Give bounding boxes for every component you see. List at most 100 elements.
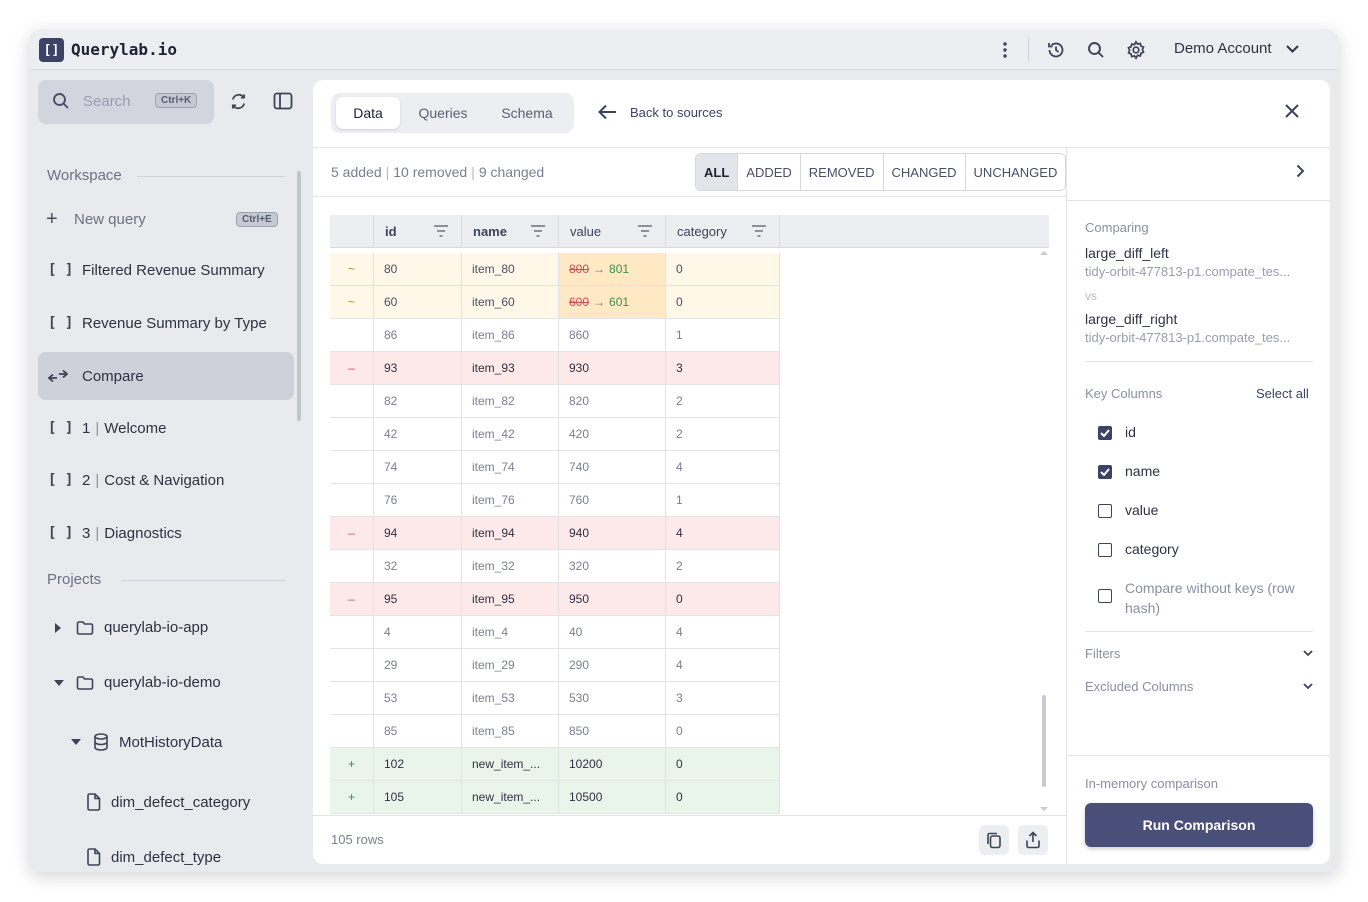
checkbox-unchecked[interactable] (1098, 543, 1112, 557)
key-column-name[interactable]: name (1098, 463, 1160, 479)
column-header-value[interactable]: value (570, 224, 602, 239)
gear-icon[interactable] (1125, 39, 1147, 61)
new-query-label: New query (74, 210, 146, 228)
table-row[interactable]: 32 item_32 320 2 (330, 550, 780, 583)
brackets-icon: [ ] (48, 472, 74, 488)
checkbox-checked[interactable] (1098, 465, 1112, 479)
brackets-icon: [ ] (48, 420, 74, 436)
table-row[interactable]: 86 item_86 860 1 (330, 319, 780, 352)
table-row[interactable]: +105 new_item_... 10500 0 (330, 781, 780, 814)
search-box[interactable]: Search Ctrl+K (38, 80, 214, 124)
key-column-id[interactable]: id (1098, 424, 1136, 440)
cell-name: item_94 (462, 517, 559, 549)
export-button[interactable] (1018, 825, 1048, 855)
run-comparison-button[interactable]: Run Comparison (1085, 803, 1313, 847)
cell-value: 10200 (559, 748, 666, 780)
checkbox-unchecked[interactable] (1098, 589, 1112, 603)
chevron-right-icon[interactable] (1296, 164, 1305, 183)
table-row[interactable]: 85 item_85 850 0 (330, 715, 780, 748)
view-tabs: Data Queries Schema (331, 93, 574, 133)
filters-section[interactable]: Filters (1085, 646, 1313, 661)
more-vertical-icon[interactable] (994, 39, 1016, 61)
arrow-left-icon (598, 104, 616, 120)
scroll-down-icon[interactable] (1040, 806, 1048, 812)
sidebar-item-revenue-summary-by-type[interactable]: [ ] Revenue Summary by Type (38, 299, 294, 347)
cell-id: 85 (374, 715, 462, 747)
history-icon[interactable] (1045, 39, 1067, 61)
tab-schema[interactable]: Schema (501, 105, 553, 121)
key-column-category[interactable]: category (1098, 541, 1179, 557)
filter-removed-button[interactable]: REMOVED (800, 154, 884, 190)
checkbox-checked[interactable] (1098, 426, 1112, 440)
filter-all-button[interactable]: ALL (696, 154, 739, 190)
new-query-button[interactable]: + New query Ctrl+E (38, 195, 294, 243)
table-row[interactable]: 53 item_53 530 3 (330, 682, 780, 715)
table-row[interactable]: +102 new_item_... 10200 0 (330, 748, 780, 781)
table-row[interactable]: 76 item_76 760 1 (330, 484, 780, 517)
back-to-sources-link[interactable]: Back to sources (598, 104, 723, 120)
close-icon[interactable] (1284, 103, 1300, 124)
cell-name: item_29 (462, 649, 559, 681)
sidebar-item-compare[interactable]: Compare (38, 352, 294, 400)
tab-queries[interactable]: Queries (418, 105, 468, 121)
sidebar-toggle-icon[interactable] (273, 92, 293, 115)
table-row[interactable]: 4 item_4 40 4 (330, 616, 780, 649)
table-row[interactable]: ~80 item_80 800 → 801 0 (330, 253, 780, 286)
checkbox-unchecked[interactable] (1098, 504, 1112, 518)
removed-count: 10 removed (393, 164, 468, 180)
row-status-mark (330, 550, 374, 582)
header-separator (665, 215, 666, 248)
table-row[interactable]: –93 item_93 930 3 (330, 352, 780, 385)
cell-id: 29 (374, 649, 462, 681)
refresh-icon[interactable] (229, 92, 248, 116)
file-icon (87, 848, 101, 866)
table-row[interactable]: –95 item_95 950 0 (330, 583, 780, 616)
excluded-columns-section[interactable]: Excluded Columns (1085, 679, 1313, 694)
sidebar-item-welcome[interactable]: [ ] 1 | Welcome (38, 404, 294, 452)
caret-right-icon (55, 622, 61, 633)
table-row[interactable]: 42 item_42 420 2 (330, 418, 780, 451)
key-column-value[interactable]: value (1098, 502, 1158, 518)
compare-without-keys-option[interactable]: Compare without keys (row hash) (1098, 578, 1315, 618)
filter-icon[interactable] (751, 224, 767, 238)
filter-icon[interactable] (530, 224, 546, 238)
cell-value: 40 (559, 616, 666, 648)
tree-item-dim-defect-category[interactable]: dim_defect_category (86, 793, 250, 811)
select-all-link[interactable]: Select all (1256, 386, 1309, 401)
tree-item-dim-defect-type[interactable]: dim_defect_type (86, 848, 221, 866)
column-header-id[interactable]: id (385, 224, 397, 239)
column-header-name[interactable]: name (473, 224, 507, 239)
account-menu[interactable]: Demo Account (1174, 40, 1299, 57)
sidebar-item-cost-navigation[interactable]: [ ] 2 | Cost & Navigation (38, 456, 294, 504)
account-name: Demo Account (1174, 40, 1272, 57)
table-row[interactable]: –94 item_94 940 4 (330, 517, 780, 550)
changed-count: 9 changed (478, 164, 545, 180)
scroll-up-icon[interactable] (1040, 250, 1048, 256)
table-row[interactable]: 29 item_29 290 4 (330, 649, 780, 682)
tree-item-querylab-io-demo[interactable]: querylab-io-demo (54, 674, 221, 691)
table-row[interactable]: 74 item_74 740 4 (330, 451, 780, 484)
filter-icon[interactable] (637, 224, 653, 238)
table-row[interactable]: ~60 item_60 600 → 601 0 (330, 286, 780, 319)
filter-unchanged-button[interactable]: UNCHANGED (965, 154, 1066, 190)
filter-icon[interactable] (433, 224, 449, 238)
tree-item-querylab-io-app[interactable]: querylab-io-app (54, 619, 208, 636)
copy-button[interactable] (979, 825, 1009, 855)
sidebar-item-diagnostics[interactable]: [ ] 3 | Diagnostics (38, 509, 294, 557)
cell-id: 105 (374, 781, 462, 813)
right-panel-divider (1085, 361, 1313, 362)
tree-item-mothistorydata[interactable]: MotHistoryData (71, 733, 222, 751)
cell-category: 2 (666, 550, 780, 582)
sidebar-scrollbar[interactable] (297, 171, 301, 421)
search-icon[interactable] (1085, 39, 1107, 61)
key-columns-label: Key Columns (1085, 386, 1163, 401)
tab-data[interactable]: Data (336, 97, 400, 129)
cell-value: 530 (559, 682, 666, 714)
column-header-category[interactable]: category (677, 224, 727, 239)
filter-added-button[interactable]: ADDED (738, 154, 801, 190)
sidebar-item-filtered-revenue-summary[interactable]: [ ] Filtered Revenue Summary (38, 246, 294, 294)
grid-scrollbar[interactable] (1042, 695, 1046, 787)
table-row[interactable]: 82 item_82 820 2 (330, 385, 780, 418)
cell-id: 74 (374, 451, 462, 483)
filter-changed-button[interactable]: CHANGED (883, 154, 966, 190)
